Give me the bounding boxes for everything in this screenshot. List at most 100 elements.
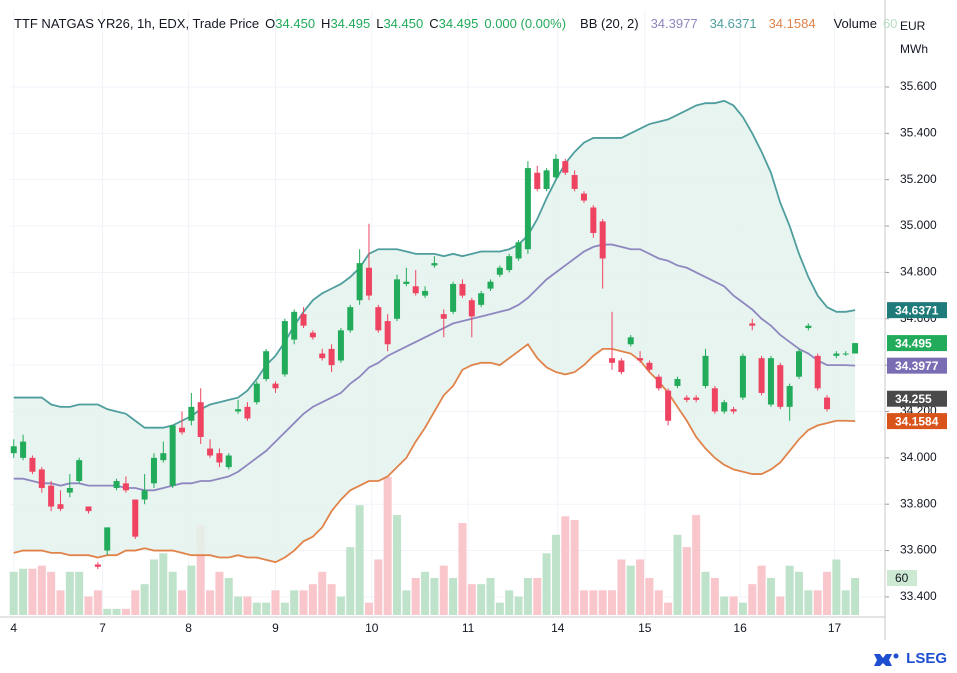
bb-value: 34.1584 (768, 16, 816, 31)
price-tag (887, 357, 947, 374)
x-tick-label: 8 (185, 621, 192, 635)
candle-body (66, 487, 73, 493)
volume-bar (187, 565, 196, 615)
candle-body (225, 455, 232, 468)
candle-body (767, 358, 774, 405)
volume-bar (598, 590, 607, 615)
x-tick-label: 16 (733, 621, 747, 635)
volume-bar (411, 577, 420, 615)
candle-body (207, 448, 214, 456)
volume-bar (168, 571, 177, 615)
volume-bar (738, 602, 747, 615)
volume-bar (477, 584, 486, 615)
volume-bar (131, 590, 140, 615)
volume-bar (636, 559, 645, 615)
candle-body (524, 168, 531, 250)
ohlc-label: O (265, 16, 276, 31)
price-tag-label: 34.495 (895, 336, 932, 350)
price-tag-label: 34.3977 (895, 359, 939, 373)
volume-bar (841, 590, 850, 615)
volume-bar (617, 559, 626, 615)
volume-value: 60 (882, 16, 898, 31)
x-tick-label: 17 (828, 621, 842, 635)
candle-body (244, 406, 251, 419)
candle-body (328, 348, 335, 366)
candle-body (422, 290, 429, 296)
x-tick-label: 11 (462, 621, 475, 635)
volume-bar (308, 584, 317, 615)
ohlc-label: H (321, 16, 331, 31)
bb-value: 34.3977 (650, 16, 698, 31)
x-tick-label: 9 (272, 621, 279, 635)
volume-bar (757, 565, 766, 615)
candle-body (515, 242, 522, 259)
candle-body (384, 321, 391, 345)
candle-body (253, 383, 260, 403)
volume-bar (28, 568, 37, 615)
y-tick-label: 33.400 (900, 589, 937, 603)
candle-body (758, 358, 765, 393)
volume-bar (486, 577, 495, 615)
volume-bar (439, 565, 448, 615)
candle-body (309, 332, 316, 338)
volume-bar (776, 596, 785, 615)
volume-bar (215, 571, 224, 615)
volume-bar (523, 577, 532, 615)
candle-body (777, 365, 784, 407)
volume-bar (813, 590, 822, 615)
volume-bar (299, 590, 308, 615)
volume-bar (748, 584, 757, 615)
volume-bar (280, 602, 289, 615)
candle-body (627, 337, 634, 345)
candle-body (113, 481, 120, 488)
volume-bar (103, 608, 112, 615)
volume-bar (252, 602, 261, 615)
volume-bar (402, 590, 411, 615)
candle-body (683, 397, 690, 400)
volume-bar (710, 577, 719, 615)
volume-bar (561, 516, 570, 615)
volume-bar (533, 577, 542, 615)
candle-body (665, 390, 672, 421)
volume-bar (336, 596, 345, 615)
volume-bar (626, 565, 635, 615)
candle-body (300, 314, 307, 326)
candle-body (450, 283, 457, 312)
volume-bar (495, 602, 504, 615)
volume-bar (9, 571, 18, 615)
candle-body (291, 311, 298, 340)
volume-bar (65, 571, 74, 615)
volume-bar (766, 577, 775, 615)
volume-bar (430, 577, 439, 615)
y-tick-label: 35.400 (900, 125, 937, 139)
volume-tag-label: 60 (895, 571, 909, 585)
candle-body (76, 460, 83, 482)
candle-body (609, 358, 616, 363)
change: 0.000 (0.00%) (484, 16, 567, 31)
volume-bar (505, 590, 514, 615)
candle-body (552, 158, 559, 178)
price-tag (887, 390, 947, 407)
price-tag (887, 335, 947, 352)
logo-icon (874, 653, 899, 666)
volume-bar (551, 534, 560, 615)
volume-bar (75, 571, 84, 615)
candle-body (440, 314, 447, 319)
candle-body (721, 402, 728, 412)
volume-bar (542, 553, 551, 615)
candle-body (478, 293, 485, 305)
y-tick-label: 33.600 (900, 543, 937, 557)
candle-body (365, 267, 372, 296)
volume-bar (720, 596, 729, 615)
candle-body (38, 469, 45, 488)
candle-body (94, 564, 101, 567)
candle-body (674, 379, 681, 386)
volume-bar (851, 577, 860, 615)
volume-bar (149, 559, 158, 615)
unit-label: MWh (900, 42, 928, 56)
volume-bar (271, 590, 280, 615)
volume-bar (364, 602, 373, 615)
candle-body (814, 355, 821, 389)
candle-body (235, 409, 242, 412)
